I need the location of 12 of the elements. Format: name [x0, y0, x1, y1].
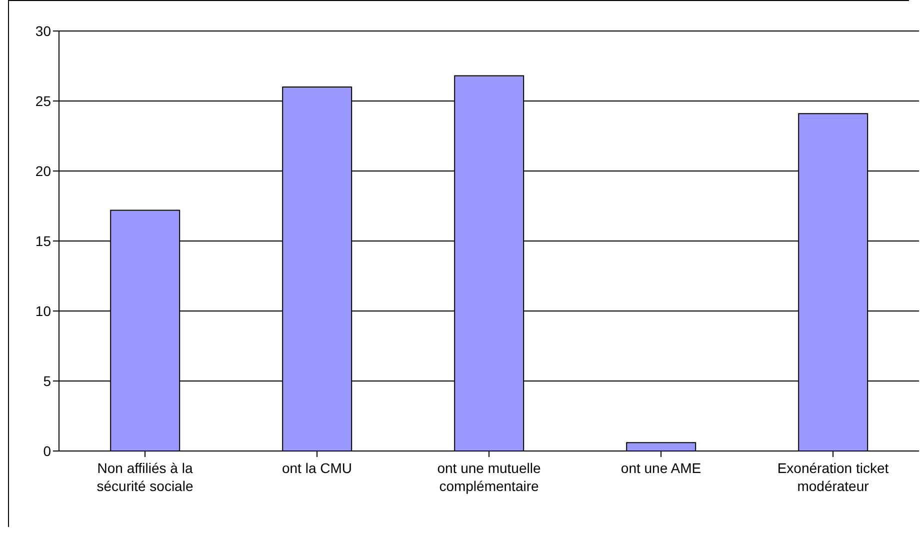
- x-tick-label: Exonération ticket modérateur: [777, 460, 889, 494]
- y-tick-label: 0: [43, 442, 52, 459]
- y-tick-label: 20: [35, 162, 52, 179]
- x-tick-label: ont la CMU: [282, 460, 352, 476]
- x-tick-label: ont une AME: [620, 460, 702, 476]
- y-tick-label: 15: [35, 232, 52, 249]
- y-tick-label: 5: [43, 372, 52, 389]
- y-tick-label: 25: [35, 92, 52, 109]
- y-tick-label: 10: [35, 302, 52, 319]
- x-tick-label: Non affiliés à la sécurité sociale: [96, 460, 194, 494]
- x-tick-label: ont une mutuelle complémentaire: [437, 460, 541, 494]
- y-tick-label: 30: [35, 22, 52, 39]
